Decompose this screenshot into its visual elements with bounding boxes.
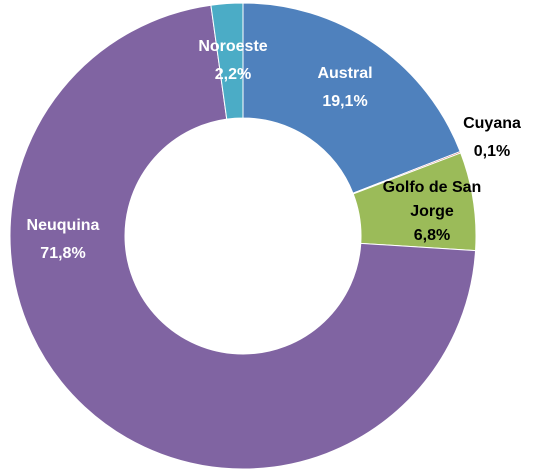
slice: [242, 2, 461, 194]
value-label: 2,2%: [214, 66, 252, 83]
slice-label: Golfo de San Jorge 6,8%: [382, 176, 482, 248]
slice: [210, 2, 244, 120]
slice-label: Neuquina 71,8%: [27, 212, 100, 268]
value-label: 0,1%: [473, 143, 511, 160]
category-label: Golfo de San Jorge: [382, 179, 482, 220]
category-label: Noroeste: [198, 38, 268, 55]
value-label: 19,1%: [322, 93, 368, 110]
value-label: 71,8%: [40, 245, 86, 262]
slice-label: Cuyana 0,1%: [463, 110, 521, 166]
value-label: 6,8%: [413, 227, 451, 244]
slice-label: Austral 19,1%: [317, 60, 372, 116]
category-label: Austral: [317, 65, 373, 82]
slice-label: Noroeste 2,2%: [198, 33, 267, 89]
slice: [9, 4, 477, 469]
category-label: Cuyana: [463, 115, 521, 132]
category-label: Neuquina: [26, 217, 100, 234]
